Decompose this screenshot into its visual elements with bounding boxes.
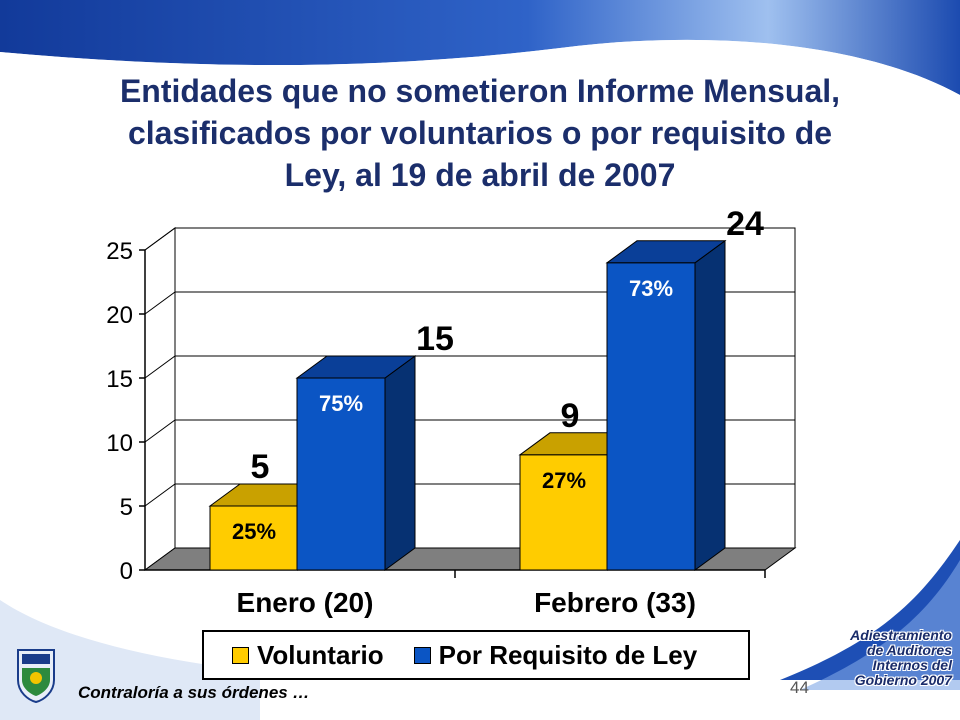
- corner-line-1: Adiestramiento: [850, 627, 952, 643]
- legend-label-requisito: Por Requisito de Ley: [438, 639, 698, 670]
- y-tick-label: 5: [120, 494, 133, 521]
- chart-legend: Voluntario Por Requisito de Ley: [202, 630, 750, 680]
- bar-side: [694, 239, 726, 571]
- bar-value-label: 9: [561, 397, 580, 435]
- bar-front: [606, 262, 696, 571]
- corner-caption: Adiestramiento de Auditores Internos del…: [802, 628, 952, 688]
- gridline: [144, 355, 795, 379]
- bar-value-label: 5: [251, 448, 270, 486]
- legend-swatch-voluntario: [232, 646, 249, 664]
- x-category-label: Enero (20): [237, 587, 374, 618]
- y-tick-label: 0: [120, 558, 133, 585]
- x-category-label: Febrero (33): [534, 587, 696, 618]
- bar-front: [296, 377, 386, 571]
- bar-top: [295, 355, 417, 379]
- legend-swatch-requisito: [413, 646, 431, 664]
- bar-top: [605, 240, 727, 264]
- corner-line-4: Gobierno 2007: [854, 672, 952, 688]
- title-line-1: Entidades que no sometieron Informe Mens…: [119, 73, 841, 109]
- y-tick-label: 15: [106, 366, 133, 393]
- bar-percent-label: 73%: [629, 276, 673, 301]
- bar-side: [384, 355, 416, 571]
- page-number: 44: [790, 678, 809, 697]
- chart-title: Entidades que no sometieron Informe Mens…: [60, 70, 900, 196]
- bar-percent-label: 75%: [319, 391, 363, 416]
- gridline: [144, 291, 795, 315]
- gridline: [144, 419, 795, 443]
- title-line-3: Ley, al 19 de abril de 2007: [284, 157, 676, 193]
- bar-front: [519, 454, 609, 571]
- y-tick-label: 10: [106, 430, 133, 457]
- corner-line-3: Internos del: [872, 657, 952, 673]
- bar-value-label: 24: [726, 205, 764, 243]
- chart-side-wall: [144, 227, 176, 571]
- y-tick-label: 20: [106, 302, 133, 329]
- bar-percent-label: 25%: [232, 519, 276, 544]
- gridline: [144, 227, 795, 251]
- legend-label-voluntario: Voluntario: [257, 639, 384, 670]
- y-tick-label: 25: [106, 238, 133, 265]
- footer-tagline: Contraloría a sus órdenes …: [78, 683, 310, 702]
- bar-value-label: 15: [416, 320, 454, 358]
- bar-percent-label: 27%: [542, 468, 586, 493]
- legend-item-voluntario: Voluntario: [232, 640, 384, 671]
- legend-item-requisito: Por Requisito de Ley: [413, 639, 698, 671]
- corner-line-2: de Auditores: [866, 642, 952, 658]
- title-line-2: clasificados por voluntarios o por requi…: [127, 115, 833, 151]
- contraloria-shield-logo: [17, 649, 55, 704]
